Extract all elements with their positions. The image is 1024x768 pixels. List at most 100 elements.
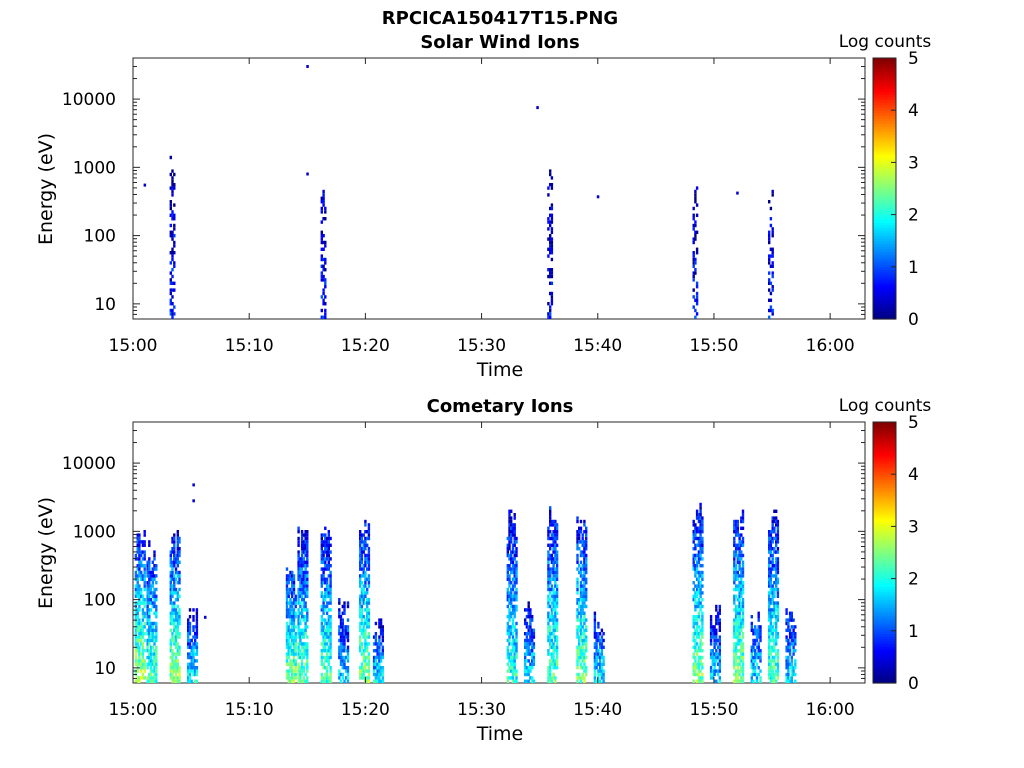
spectrogram-cell xyxy=(768,635,771,639)
spectrogram-cell xyxy=(376,649,379,653)
spectrogram-cell xyxy=(527,669,530,673)
spectrogram-cell xyxy=(750,645,753,649)
colorbar-segment xyxy=(873,636,896,640)
spectrogram-cell xyxy=(554,543,557,547)
spectrogram-cell xyxy=(148,543,151,547)
spectrogram-cell xyxy=(585,570,588,575)
spectrogram-cell xyxy=(740,679,743,683)
spectrogram-cell xyxy=(579,676,583,680)
spectrogram-cell xyxy=(581,672,584,677)
spectrogram-cell xyxy=(508,594,511,598)
spectrogram-cell xyxy=(169,557,172,561)
spectrogram-cell xyxy=(173,217,176,221)
plot-frame xyxy=(132,57,866,320)
spectrogram-cell xyxy=(378,638,381,643)
spectrogram-cell xyxy=(364,635,367,639)
spectrogram-cell xyxy=(367,536,371,541)
spectrogram-cell xyxy=(325,669,329,673)
spectrogram-cell xyxy=(699,547,702,551)
spectrogram-cell xyxy=(149,679,153,683)
spectrogram-cell xyxy=(285,615,289,619)
spectrogram-cell xyxy=(300,652,304,656)
spectrogram-cell xyxy=(547,577,550,581)
spectrogram-cell xyxy=(525,669,529,673)
colorbar-segment xyxy=(873,521,896,525)
spectrogram-cell xyxy=(345,635,348,639)
spectrogram-cell xyxy=(511,679,515,683)
spectrogram-cell xyxy=(169,251,172,255)
spectrogram-cell xyxy=(776,557,780,561)
spectrogram-cell xyxy=(515,547,518,551)
spectrogram-cell xyxy=(585,577,588,581)
spectrogram-cell xyxy=(297,536,300,541)
spectrogram-cell xyxy=(143,564,146,568)
spectrogram-cell xyxy=(292,645,296,649)
spectrogram-cell xyxy=(716,662,720,666)
spectrogram-cell xyxy=(768,659,771,663)
spectrogram-cell xyxy=(776,540,780,544)
spectrogram-cell xyxy=(583,655,586,660)
spectrogram-cell xyxy=(769,659,773,663)
spectrogram-cell xyxy=(785,628,788,632)
spectrogram-cell xyxy=(320,659,323,663)
spectrogram-cell xyxy=(297,628,300,632)
colorbar-segment xyxy=(873,557,896,561)
spectrogram-cell xyxy=(138,662,141,666)
spectrogram-cell xyxy=(171,608,174,612)
spectrogram-cell xyxy=(740,584,743,588)
spectrogram-cell xyxy=(508,635,511,639)
spectrogram-cell xyxy=(376,645,379,649)
spectrogram-cell xyxy=(552,659,555,663)
spectrogram-cell xyxy=(176,676,179,680)
spectrogram-cell xyxy=(289,570,292,575)
spectrogram-cell xyxy=(169,278,172,282)
spectrogram-cell xyxy=(300,655,304,660)
spectrogram-cell xyxy=(169,598,172,602)
spectrogram-cell xyxy=(701,662,704,666)
spectrogram-cell xyxy=(320,577,323,581)
spectrogram-cell xyxy=(300,666,304,670)
spectrogram-cell xyxy=(510,540,513,544)
colorbar-segment xyxy=(873,649,896,653)
spectrogram-cell xyxy=(171,618,174,622)
spectrogram-cell xyxy=(578,564,581,568)
spectrogram-cell xyxy=(694,655,697,660)
spectrogram-cell xyxy=(578,536,581,541)
spectrogram-cell xyxy=(173,557,176,561)
spectrogram-cell xyxy=(327,649,330,653)
spectrogram-cell xyxy=(715,642,718,646)
spectrogram-cell xyxy=(299,666,302,670)
spectrogram-cell xyxy=(768,632,771,636)
spectrogram-cell xyxy=(176,618,179,622)
spectrogram-cell xyxy=(694,662,697,666)
spectrogram-cell xyxy=(134,615,138,619)
spectrogram-cell xyxy=(297,550,300,554)
spectrogram-cell xyxy=(701,618,704,622)
spectrogram-cell xyxy=(143,543,146,547)
spectrogram-cell xyxy=(597,669,600,673)
spectrogram-cell xyxy=(787,642,790,646)
spectrogram-cell xyxy=(302,676,305,680)
spectrogram-point xyxy=(204,615,207,619)
spectrogram-cell xyxy=(327,543,330,547)
spectrogram-cell xyxy=(527,625,530,629)
spectrogram-cell xyxy=(292,628,296,632)
spectrogram-cell xyxy=(195,608,199,612)
spectrogram-cell xyxy=(174,676,178,680)
spectrogram-cell xyxy=(713,659,716,663)
spectrogram-cell xyxy=(510,625,513,629)
spectrogram-cell xyxy=(736,625,739,629)
spectrogram-cell xyxy=(738,594,741,598)
spectrogram-cell xyxy=(578,649,581,653)
spectrogram-cell xyxy=(697,625,701,629)
colorbar-segment xyxy=(873,515,896,520)
spectrogram-cell xyxy=(346,625,350,629)
spectrogram-cell xyxy=(552,618,555,622)
spectrogram-cell xyxy=(790,662,793,666)
spectrogram-cell xyxy=(169,234,172,238)
spectrogram-cell xyxy=(701,628,704,632)
spectrogram-cell xyxy=(138,601,141,605)
spectrogram-cell xyxy=(178,666,181,670)
spectrogram-cell xyxy=(552,547,555,551)
